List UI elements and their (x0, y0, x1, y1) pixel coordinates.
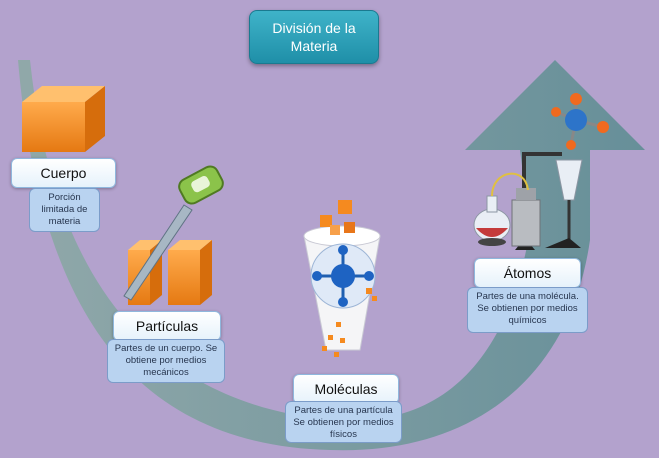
saw-icon (123, 165, 224, 301)
stage-label-moleculas: Moléculas (293, 374, 399, 404)
stage-label-particulas: Partículas (113, 311, 221, 341)
atom-model-icon (551, 93, 609, 150)
body-cube (22, 86, 105, 152)
particles-cubes (128, 240, 212, 305)
diagram-title: División de la Materia (249, 10, 379, 64)
stage-description-atomos: Partes de una molécula. Se obtienen por … (467, 287, 588, 333)
lab-apparatus-icon (473, 152, 583, 250)
molecule-funnel (303, 200, 381, 357)
title-text: División de la Materia (272, 20, 356, 54)
stage-description-moleculas: Partes de una partícula Se obtienen por … (285, 401, 402, 443)
flow-arrow (18, 60, 645, 451)
stage-label-cuerpo: Cuerpo (11, 158, 116, 188)
stage-label-atomos: Átomos (474, 258, 581, 288)
stage-description-cuerpo: Porción limitada de materia (29, 188, 100, 232)
stage-description-particulas: Partes de un cuerpo. Se obtiene por medi… (107, 339, 225, 383)
